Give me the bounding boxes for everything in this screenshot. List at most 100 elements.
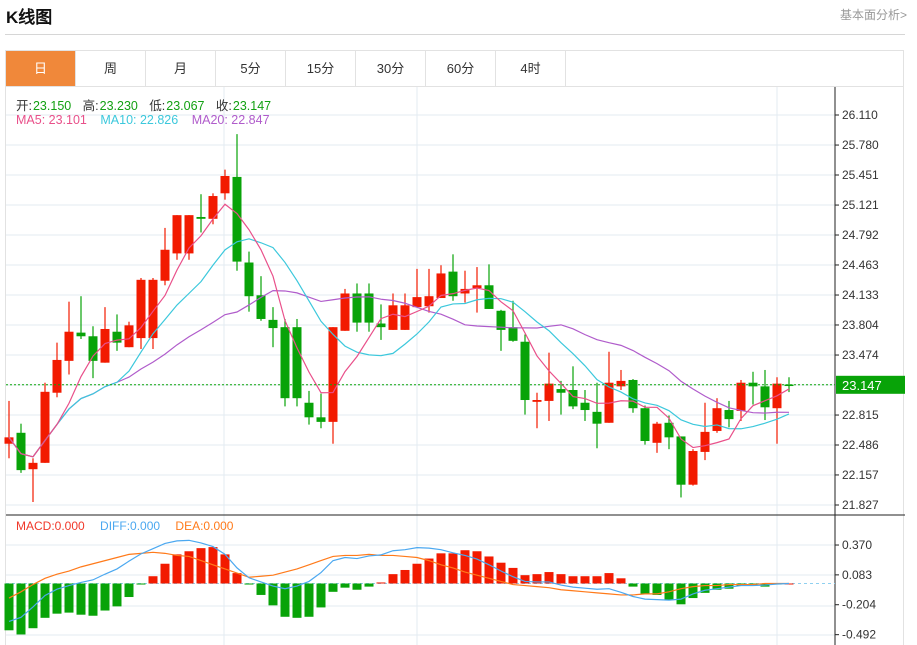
open-label: 开: bbox=[16, 99, 32, 113]
candle-body bbox=[436, 273, 446, 299]
tab-5min[interactable]: 5分 bbox=[216, 51, 286, 86]
candle bbox=[28, 458, 38, 502]
high-value: 23.230 bbox=[99, 99, 138, 113]
candle-body bbox=[700, 431, 710, 452]
candle-body bbox=[220, 176, 230, 194]
candle bbox=[760, 369, 770, 421]
macd-bar bbox=[268, 583, 278, 606]
candle-body bbox=[664, 422, 674, 438]
candle-body bbox=[676, 436, 686, 485]
candle bbox=[232, 134, 242, 271]
macd-bar bbox=[556, 574, 566, 584]
macd-tick-label: -0.204 bbox=[842, 598, 876, 612]
candle bbox=[328, 327, 338, 444]
tab-week[interactable]: 周 bbox=[76, 51, 146, 86]
tab-60min[interactable]: 60分 bbox=[426, 51, 496, 86]
price-tick-label: 22.157 bbox=[842, 468, 879, 482]
current-price-label: 23.147 bbox=[842, 378, 882, 393]
dea-line bbox=[8, 551, 789, 599]
candle bbox=[112, 314, 122, 351]
candle-body bbox=[160, 249, 170, 281]
candle bbox=[172, 215, 182, 260]
candle bbox=[184, 215, 194, 260]
candle bbox=[556, 380, 566, 415]
candle-body bbox=[364, 293, 374, 323]
candle bbox=[712, 398, 722, 433]
macd-bar bbox=[364, 583, 374, 587]
candle bbox=[436, 265, 446, 299]
candle-body bbox=[736, 382, 746, 411]
ma-info: MA5: 23.101 MA10: 22.826 MA20: 22.847 bbox=[16, 113, 271, 127]
macd-info: MACD:0.000 DIFF:0.000 DEA:0.000 bbox=[16, 519, 245, 533]
macd-bar bbox=[244, 583, 254, 585]
tab-day[interactable]: 日 bbox=[6, 51, 76, 86]
macd-bar bbox=[340, 583, 350, 588]
macd-bar bbox=[64, 583, 74, 613]
candle-body bbox=[568, 389, 578, 407]
macd-bar bbox=[400, 569, 410, 584]
candle bbox=[16, 423, 26, 473]
dea-value: DEA:0.000 bbox=[175, 519, 234, 533]
macd-bar bbox=[688, 583, 698, 599]
candle bbox=[316, 393, 326, 429]
macd-bar bbox=[460, 550, 470, 584]
macd-bar bbox=[376, 582, 386, 584]
candle bbox=[568, 366, 578, 410]
tab-month[interactable]: 月 bbox=[146, 51, 216, 86]
candle-body bbox=[592, 411, 602, 424]
candle bbox=[196, 194, 206, 233]
tab-4hour[interactable]: 4时 bbox=[496, 51, 566, 86]
macd-bar bbox=[124, 583, 134, 598]
candle-body bbox=[748, 382, 758, 387]
candle-body bbox=[652, 423, 662, 443]
candle-body bbox=[328, 327, 338, 422]
macd-bar bbox=[652, 583, 662, 595]
macd-bar bbox=[412, 563, 422, 584]
candle-body bbox=[712, 408, 722, 431]
macd-bar bbox=[304, 583, 314, 617]
candle-body bbox=[172, 215, 182, 254]
candle-body bbox=[112, 331, 122, 343]
candle-body bbox=[628, 379, 638, 409]
candle-body bbox=[784, 384, 794, 387]
close-label: 收: bbox=[215, 99, 232, 113]
macd-bar bbox=[40, 583, 50, 618]
candle bbox=[544, 352, 554, 421]
candle bbox=[88, 326, 98, 379]
candle bbox=[220, 169, 230, 200]
macd-bar bbox=[148, 576, 158, 584]
candle bbox=[484, 264, 494, 309]
candle-body bbox=[376, 323, 386, 328]
candle bbox=[124, 321, 134, 348]
candle-body bbox=[520, 341, 530, 401]
macd-bar bbox=[112, 583, 122, 607]
candle-body bbox=[448, 271, 458, 297]
tab-15min[interactable]: 15分 bbox=[286, 51, 356, 86]
macd-bar bbox=[352, 583, 362, 590]
candle-body bbox=[316, 417, 326, 422]
candle-body bbox=[244, 262, 254, 297]
ma20-value: MA20: 22.847 bbox=[191, 113, 270, 127]
price-tick-label: 21.827 bbox=[842, 498, 879, 512]
tab-30min[interactable]: 30分 bbox=[356, 51, 426, 86]
macd-bar bbox=[532, 574, 542, 584]
macd-bar bbox=[232, 573, 242, 584]
current-price-badge bbox=[836, 375, 905, 394]
macd-bar bbox=[640, 583, 650, 594]
candle bbox=[400, 293, 410, 330]
macd-bar bbox=[436, 553, 446, 584]
candle bbox=[448, 254, 458, 301]
candle bbox=[640, 405, 650, 445]
page-title: K线图 bbox=[6, 8, 53, 27]
fundamental-analysis-link[interactable]: 基本面分析> bbox=[839, 8, 907, 22]
candle-body bbox=[472, 285, 482, 289]
price-tick-label: 24.133 bbox=[842, 288, 879, 302]
candle bbox=[304, 390, 314, 425]
candle-body bbox=[556, 389, 566, 393]
macd-bar bbox=[628, 583, 638, 587]
diff-value: DIFF:0.000 bbox=[100, 519, 161, 533]
macd-bar bbox=[52, 583, 62, 614]
candle-body bbox=[340, 293, 350, 331]
candle bbox=[364, 283, 374, 332]
